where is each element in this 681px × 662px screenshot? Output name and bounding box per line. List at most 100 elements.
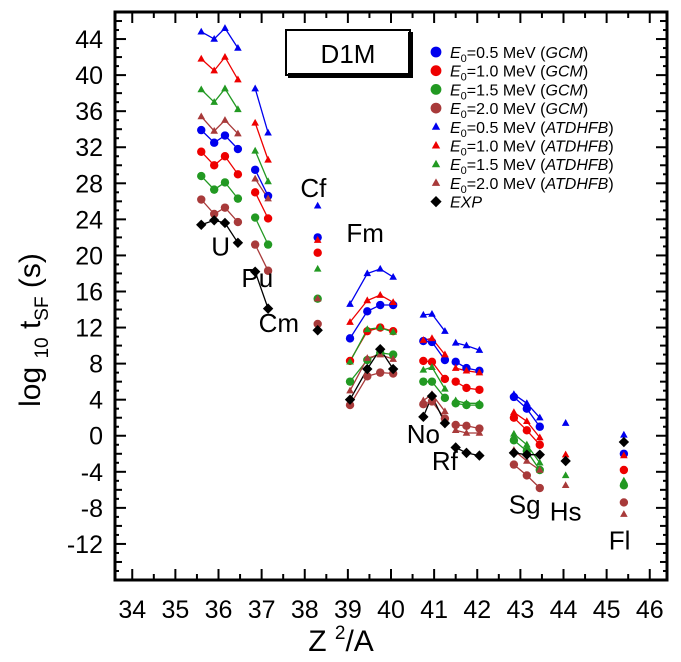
y-tick-label-14: 44	[75, 26, 103, 54]
series-0-line-3	[349, 304, 394, 339]
series-3-point-6-0	[509, 460, 519, 469]
series-4-point-5-1	[462, 341, 471, 349]
series-6-line-3	[349, 326, 394, 363]
series-0-line-1	[254, 169, 269, 197]
series-0-point-0-1	[209, 138, 219, 147]
y-tick-label-5: 8	[89, 351, 103, 379]
series-6-point-6-0	[510, 429, 518, 437]
legend-marker-0	[430, 46, 442, 58]
series-7-line-0	[200, 116, 239, 135]
series-6-point-3-3	[389, 327, 397, 335]
series-3-point-5-1	[462, 421, 471, 431]
series-7-point-3-0	[346, 386, 354, 394]
series-6-point-7-0	[561, 471, 570, 479]
series-8-point-0-3	[232, 237, 244, 249]
series-5-point-4-0	[419, 336, 428, 343]
series-0-point-4-2	[440, 355, 450, 365]
series-7-point-5-1	[462, 428, 471, 436]
series-7-point-6-2	[535, 465, 544, 473]
series-6-point-3-1	[363, 325, 372, 333]
data-markers	[196, 24, 630, 517]
series-7-point-5-0	[451, 426, 460, 434]
series-6-point-4-0	[419, 365, 428, 373]
series-2-point-3-0	[345, 377, 355, 386]
series-2-line-1	[254, 217, 269, 245]
series-5-point-0-0	[197, 54, 206, 62]
legend-marker-1	[430, 65, 442, 77]
series-8-point-3-2	[375, 343, 386, 355]
series-3-point-0-0	[197, 195, 206, 204]
series-5-point-5-1	[462, 366, 471, 374]
series-8-point-4-1	[426, 390, 438, 402]
series-1-line-3	[349, 326, 394, 362]
x-tick-label-6: 40	[377, 596, 405, 624]
series-6-point-0-3	[234, 105, 242, 113]
series-8-point-0-1	[208, 215, 220, 226]
series-5-point-5-0	[451, 364, 460, 371]
series-4-point-5-2	[475, 346, 484, 353]
y-tick-label-13: 40	[75, 62, 103, 90]
series-7-line-3	[349, 353, 394, 392]
series-0-point-6-2	[535, 422, 544, 431]
series-2-point-1-0	[250, 213, 260, 222]
series-4-point-6-1	[523, 399, 531, 407]
series-4-point-0-3	[234, 43, 242, 51]
series-2-point-0-1	[209, 185, 219, 194]
series-6-point-1-0	[251, 146, 259, 154]
legend-marker-4	[431, 122, 441, 130]
series-4-point-4-0	[419, 310, 428, 318]
element-label-1: Pu	[241, 263, 273, 293]
series-1-point-5-0	[451, 377, 460, 386]
series-0-point-1-0	[250, 165, 260, 174]
series-1-point-4-1	[427, 357, 437, 367]
series-7-point-3-1	[363, 354, 372, 361]
y-tick-label-6: 12	[75, 315, 103, 343]
series-1-point-6-2	[535, 440, 544, 449]
series-1-point-1-1	[263, 214, 273, 223]
series-7-point-0-3	[234, 129, 242, 137]
element-label-4: Fm	[346, 218, 384, 248]
legend-marker-6	[431, 159, 441, 168]
series-1-point-5-1	[462, 383, 471, 393]
series-4-point-0-0	[197, 27, 206, 35]
series-5-point-5-2	[475, 368, 484, 376]
legend-label-8: EXP	[450, 195, 482, 212]
series-5-point-3-0	[346, 318, 354, 325]
series-3-point-6-1	[522, 471, 532, 480]
element-label-6: Rf	[432, 446, 459, 476]
series-1-point-6-0	[509, 413, 519, 422]
series-2-point-0-3	[233, 194, 243, 203]
series-2-point-4-2	[440, 393, 450, 403]
axis-ticks: 34 35 36 37 38 39 40 41 42 43 44 45 46 -12 -8 -4 0 4 8 12 16…	[67, 12, 667, 624]
series-3-point-7-0	[619, 498, 629, 507]
series-8-point-5-0	[450, 442, 461, 453]
y-tick-label-2: -4	[81, 459, 103, 487]
x-tick-label-4: 38	[291, 596, 319, 624]
series-4-point-3-0	[346, 300, 354, 307]
series-5-line-3	[349, 294, 394, 323]
y-tick-label-3: 0	[89, 423, 103, 451]
series-0-point-0-3	[233, 144, 243, 154]
series-8-point-4-0	[418, 411, 429, 423]
series-1-point-5-2	[475, 385, 484, 394]
x-tick-label-12: 46	[636, 596, 664, 624]
y-tick-label-0: -12	[67, 531, 103, 559]
title-box-shadow-side	[408, 32, 413, 78]
legend-label-0: E0=0.5 MeV (GCM)	[450, 45, 588, 65]
y-tick-label-1: -8	[81, 495, 103, 523]
series-6-point-0-2	[221, 84, 229, 92]
series-8-point-4-2	[439, 417, 451, 429]
element-label-7: Sg	[509, 489, 541, 519]
series-5-point-7-0	[561, 450, 570, 458]
series-6-point-1-1	[264, 177, 272, 185]
series-8-line-3	[349, 348, 394, 401]
x-tick-label-7: 41	[420, 596, 448, 624]
series-0-point-3-1	[363, 307, 372, 316]
series-6-point-6-1	[523, 440, 531, 448]
series-8-point-7-0	[560, 455, 571, 467]
series-3-point-3-0	[345, 400, 355, 410]
y-tick-label-8: 20	[75, 242, 103, 270]
series-6-line-0	[200, 87, 239, 110]
